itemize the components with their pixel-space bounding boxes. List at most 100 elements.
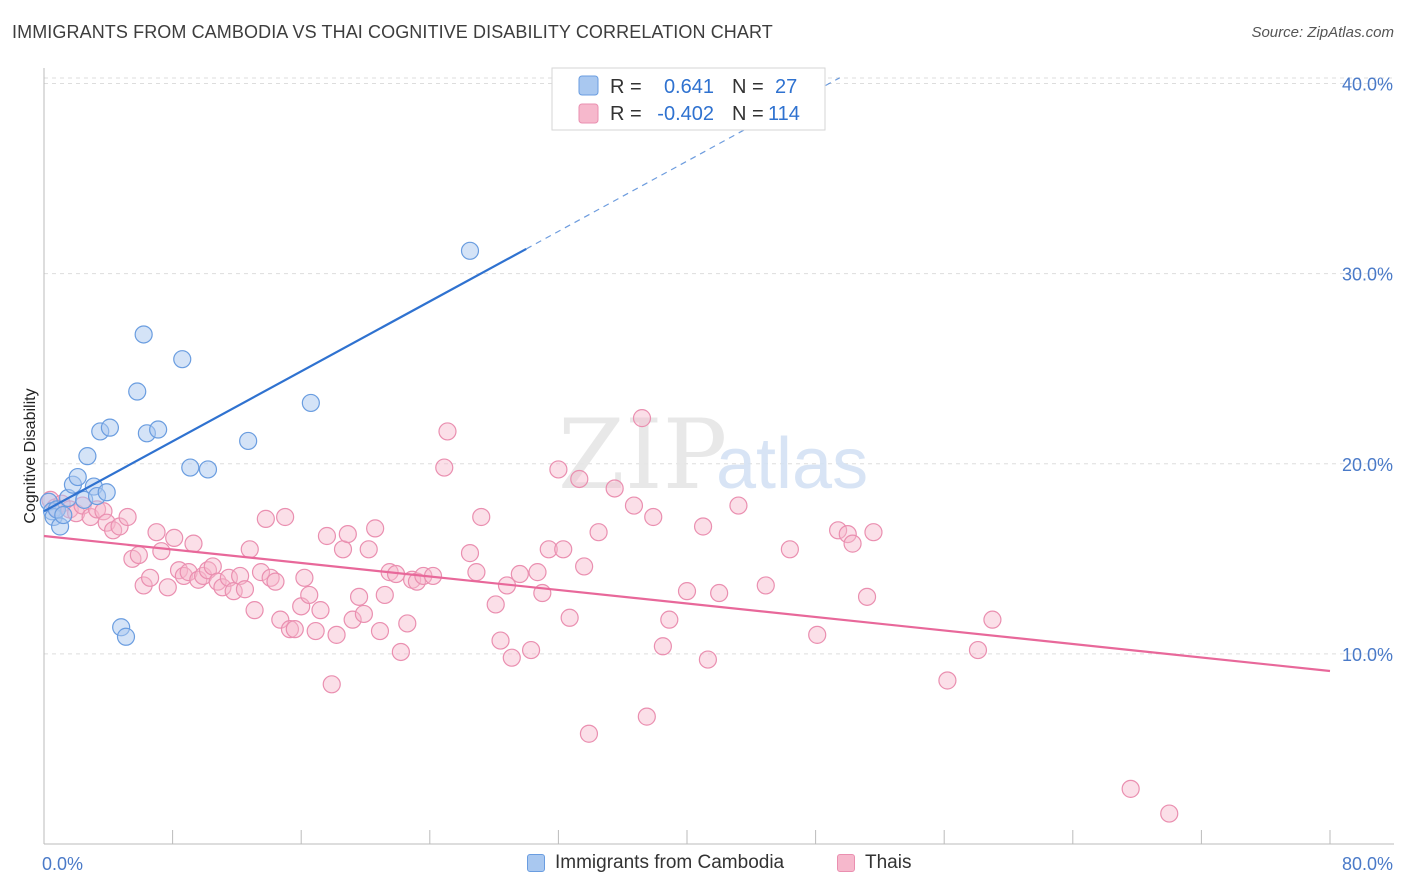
thais-point <box>539 540 558 559</box>
thais-point <box>864 523 883 542</box>
cambodia-point <box>128 382 147 401</box>
thais-point <box>693 517 713 536</box>
legend-item-thais[interactable]: Thais <box>837 852 911 874</box>
thais-point <box>660 610 679 629</box>
thais-point <box>240 540 259 559</box>
thais-point <box>276 507 295 527</box>
thais-point <box>624 496 644 515</box>
thais-point <box>245 601 264 620</box>
thais-point <box>235 580 255 599</box>
watermark-atlas: atlas <box>716 424 868 504</box>
legend-r-label: R = <box>610 103 642 125</box>
thais-point <box>938 671 957 690</box>
thais-point <box>343 610 362 629</box>
thais-point <box>637 707 656 726</box>
x-tick-label: 80.0% <box>1342 854 1393 874</box>
thais-point <box>729 496 748 515</box>
thais-point <box>152 542 171 561</box>
thais-point <box>300 585 319 605</box>
thais-point <box>968 640 988 660</box>
thais-point <box>780 540 799 559</box>
legend-label-thais: Thais <box>865 852 912 873</box>
cambodia-point <box>301 393 320 413</box>
legend-swatch-cambodia <box>578 75 599 96</box>
thais-point <box>605 479 624 498</box>
thais-trend-line <box>43 534 1331 673</box>
thais-point <box>528 563 547 582</box>
watermark: ZIP atlas <box>558 399 868 511</box>
thais-point <box>710 583 729 603</box>
watermark-zip: ZIP <box>558 399 727 511</box>
legend-n-label: N = <box>732 103 764 125</box>
cambodia-point <box>173 350 192 369</box>
thais-point <box>435 458 454 477</box>
thais-point <box>333 540 353 559</box>
y-tick-label: 40.0% <box>1342 75 1393 95</box>
thais-point <box>317 526 337 546</box>
series-legend: Immigrants from Cambodia Thais <box>0 852 1406 878</box>
chart-title: IMMIGRANTS FROM CAMBODIA VS THAI COGNITI… <box>12 22 773 42</box>
thais-point <box>213 578 232 597</box>
thais-point <box>632 409 652 428</box>
cambodia-trend-line <box>43 247 527 513</box>
thais-point <box>554 540 573 559</box>
cambodia-point <box>100 418 120 437</box>
y-axis-title: Cognitive Disability <box>22 388 39 523</box>
thais-point <box>94 502 113 521</box>
thais-point <box>521 640 541 660</box>
thais-point <box>327 625 346 644</box>
thais-point <box>322 675 341 694</box>
cambodia-point <box>68 467 87 487</box>
legend-item-cambodia[interactable]: Immigrants from Cambodia <box>527 852 784 874</box>
thais-point <box>280 620 300 639</box>
thais-point <box>251 563 271 582</box>
thais-point <box>653 637 672 656</box>
thais-point <box>140 568 160 587</box>
legend-n-label: N = <box>732 76 764 98</box>
thais-point <box>398 614 417 633</box>
thais-point <box>1160 804 1179 823</box>
thais-point <box>184 534 203 553</box>
thais-point <box>756 576 775 595</box>
thais-point <box>589 523 608 542</box>
cambodia-point <box>97 483 116 502</box>
thais-point <box>285 620 304 639</box>
thais-point <box>579 724 599 743</box>
legend-n-value-thais: 114 <box>768 103 800 125</box>
thais-point <box>391 642 410 662</box>
cambodia-point <box>181 458 200 477</box>
cambodia-point <box>460 241 480 260</box>
cambodia-point <box>134 325 153 344</box>
y-tick-label: 10.0% <box>1342 645 1393 665</box>
thais-point <box>134 576 153 595</box>
thais-point <box>502 648 521 667</box>
thais-point <box>256 509 275 528</box>
thais-point <box>179 563 198 582</box>
legend-label-cambodia: Immigrants from Cambodia <box>555 852 785 873</box>
thais-point <box>266 572 285 591</box>
thais-point <box>338 524 357 544</box>
cambodia-point <box>239 431 258 451</box>
legend-swatch-thais <box>837 854 855 872</box>
thais-point <box>575 557 594 576</box>
thais-point <box>165 528 184 548</box>
thais-point <box>460 544 480 563</box>
source-label: Source: ZipAtlas.com <box>1251 24 1394 41</box>
x-tick-label: 0.0% <box>42 854 83 874</box>
cambodia-point <box>78 447 97 466</box>
thais-point <box>510 564 529 584</box>
grid-lines <box>44 77 1394 655</box>
thais-point <box>843 534 862 553</box>
cambodia-point <box>149 420 168 439</box>
legend-swatch-thais <box>578 103 599 124</box>
thais-point <box>438 422 457 441</box>
thais-point <box>203 557 222 576</box>
y-tick-label: 30.0% <box>1342 265 1393 285</box>
thais-point <box>472 507 491 527</box>
thais-point <box>306 621 325 641</box>
legend-n-value-cambodia: 27 <box>775 76 797 98</box>
thais-point <box>129 545 148 565</box>
thais-point <box>1121 779 1140 798</box>
thais-point <box>147 523 166 542</box>
thais-point <box>311 601 330 620</box>
